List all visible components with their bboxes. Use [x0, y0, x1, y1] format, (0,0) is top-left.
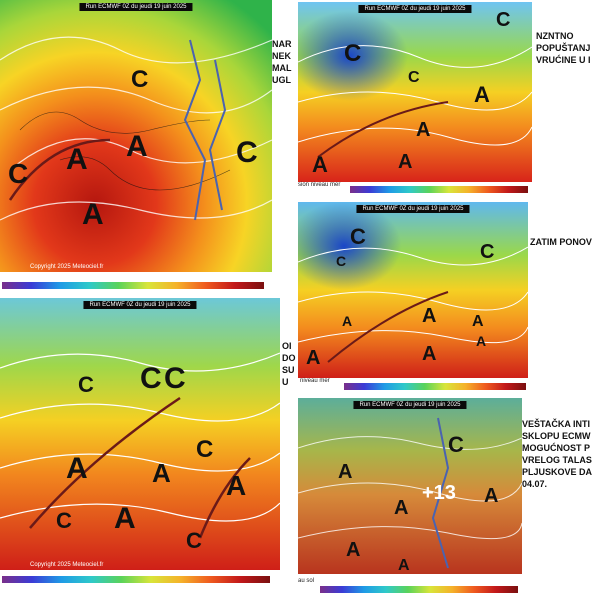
symbol-low: C — [164, 362, 186, 395]
symbol-high: A — [114, 502, 136, 535]
symbol-high: A — [82, 198, 104, 231]
color-scale — [320, 586, 518, 593]
map-panel-4-field — [0, 298, 280, 570]
symbol-high: A — [226, 470, 247, 501]
color-scale — [2, 282, 264, 289]
map-panel-5: Run ECMWF 0Z du jeudi 19 juin 2025 C A A… — [298, 398, 522, 574]
symbol-low: C — [480, 241, 495, 263]
temperature-anomaly-label: +13 — [422, 482, 456, 504]
symbol-low: C — [236, 136, 258, 169]
copyright: Copyright 2025 Meteociel.fr — [30, 264, 104, 270]
symbol-high: A — [126, 130, 148, 163]
copyright: Copyright 2025 Meteociel.fr — [30, 562, 104, 568]
symbol-high: A — [474, 82, 490, 107]
side-text-5: VEŠTAČKA INTI SKLOPU ECMW MOGUĆNOST P VR… — [522, 419, 592, 489]
legend-label: sion niveau mer — [298, 182, 341, 188]
symbol-high: A — [472, 313, 484, 330]
symbol-low: C — [8, 158, 29, 189]
symbol-high: A — [342, 313, 353, 329]
run-title: Run ECMWF 0Z du jeudi 19 juin 2025 — [353, 401, 467, 409]
map-panel-5-field — [298, 398, 522, 574]
symbol-high: A — [66, 143, 88, 176]
symbol-high: A — [306, 347, 321, 369]
run-title: Run ECMWF 0Z du jeudi 19 juin 2025 — [358, 5, 472, 13]
symbol-high: A — [152, 458, 171, 488]
symbol-high: A — [422, 305, 437, 327]
symbol-high: A — [66, 452, 88, 485]
map-panel-3-field — [298, 202, 528, 378]
symbol-high: A — [394, 497, 409, 519]
map-panel-1: Run ECMWF 0Z du jeudi 19 juin 2025 C C A… — [0, 0, 272, 272]
symbol-high: A — [346, 539, 361, 561]
map-panel-3: Run ECMWF 0Z du jeudi 19 juin 2025 C C C… — [298, 202, 528, 378]
symbol-high: A — [484, 485, 499, 507]
symbol-low: C — [78, 372, 94, 397]
map-panel-2: Run ECMWF 0Z du jeudi 19 juin 2025 C C C… — [298, 2, 532, 182]
color-scale — [350, 186, 528, 193]
run-title: Run ECMWF 0Z du jeudi 19 juin 2025 — [83, 301, 197, 309]
symbol-high: A — [422, 343, 437, 365]
symbol-high: A — [338, 461, 353, 483]
side-text-2: NZNTNO POPUŠTANJ VRUĆINE U I — [536, 31, 591, 65]
symbol-low: C — [344, 40, 362, 67]
side-text-4: OI DO SU U — [282, 341, 296, 387]
side-text-3: ZATIM PONOV — [530, 237, 592, 247]
map-panel-2-field — [298, 2, 532, 182]
symbol-low: C — [448, 432, 464, 457]
symbol-low: C — [140, 362, 162, 395]
color-scale — [344, 383, 526, 390]
run-title: Run ECMWF 0Z du jeudi 19 juin 2025 — [79, 3, 193, 11]
legend-label: niveau mer — [300, 378, 330, 384]
symbol-low: C — [131, 66, 149, 93]
symbol-low: C — [336, 253, 347, 269]
symbol-high: A — [398, 151, 413, 173]
symbol-low: C — [56, 508, 72, 533]
symbol-low: C — [186, 528, 202, 553]
symbol-high: A — [312, 152, 328, 177]
symbol-low: C — [496, 9, 511, 31]
symbol-high: A — [398, 557, 410, 574]
color-scale — [2, 576, 270, 583]
symbol-low: C — [408, 69, 420, 86]
map-panel-1-field — [0, 0, 272, 272]
symbol-high: A — [416, 119, 431, 141]
side-text-1: NAR NEK MAL UGL — [272, 39, 292, 85]
legend-label: au sol — [298, 578, 315, 584]
symbol-low: C — [350, 224, 366, 249]
map-panel-4: Run ECMWF 0Z du jeudi 19 juin 2025 C C C… — [0, 298, 280, 570]
run-title: Run ECMWF 0Z du jeudi 19 juin 2025 — [356, 205, 470, 213]
symbol-high: A — [476, 333, 487, 349]
symbol-low: C — [196, 436, 214, 463]
